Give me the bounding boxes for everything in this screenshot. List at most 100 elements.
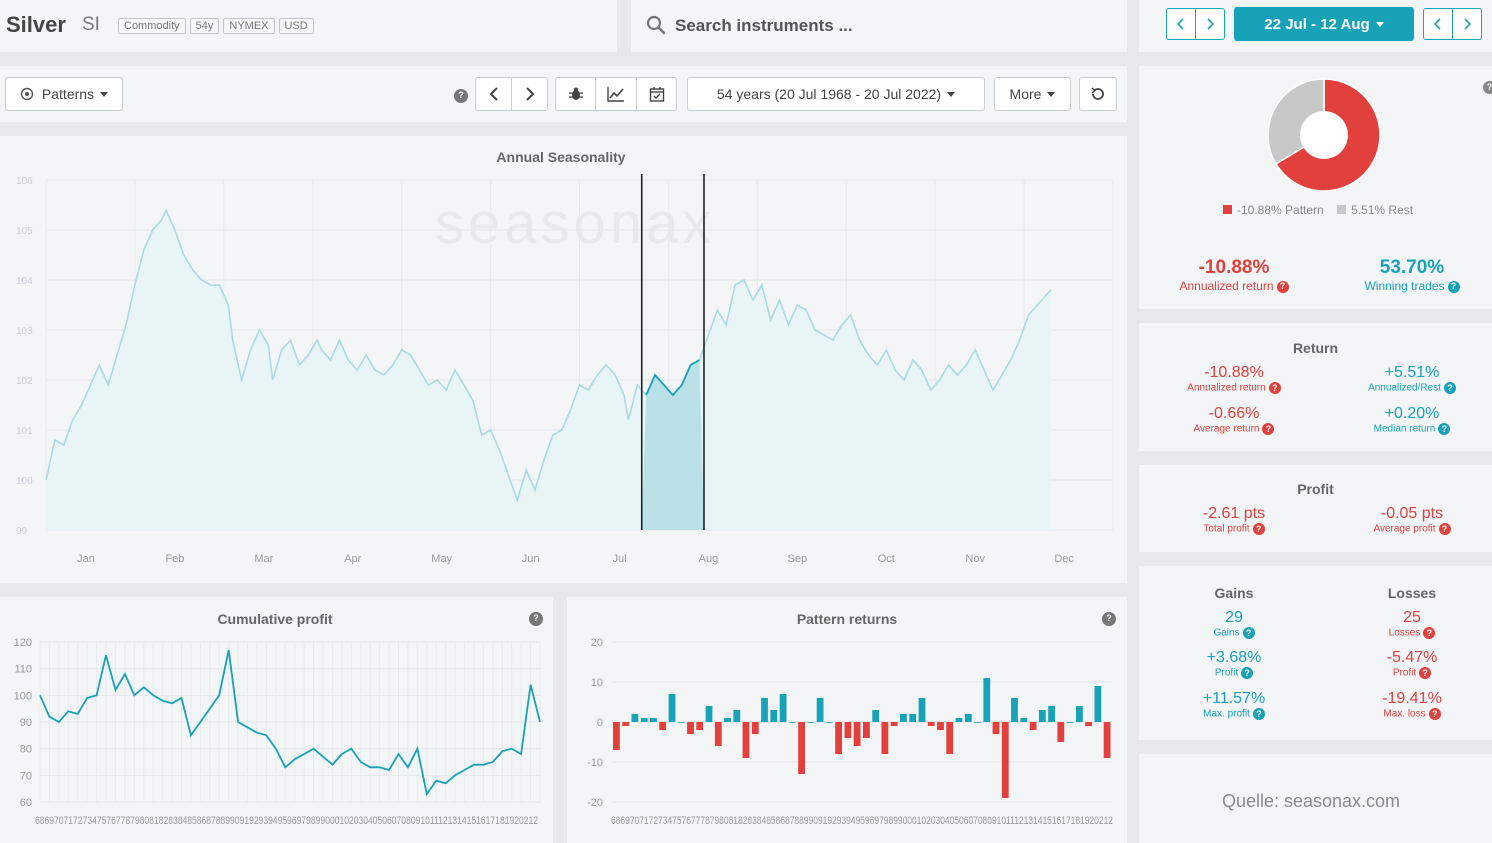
return-bar[interactable] [844, 722, 852, 738]
return-bar[interactable] [909, 714, 917, 722]
return-bar[interactable] [863, 722, 870, 738]
return-bar[interactable] [751, 722, 759, 734]
return-title: Return [1292, 340, 1339, 356]
losses-profit: -5.47% Profit [1337, 649, 1487, 679]
return-bar[interactable] [853, 722, 861, 746]
return-bar[interactable] [964, 714, 972, 722]
return-bar[interactable] [714, 722, 722, 746]
help-icon[interactable] [1268, 382, 1281, 394]
return-bar[interactable] [631, 714, 639, 722]
toolbar-help-icon[interactable] [451, 87, 468, 105]
help-icon[interactable] [1428, 708, 1441, 720]
return-bar[interactable] [1103, 722, 1111, 758]
return-bar[interactable] [761, 698, 768, 722]
cumulative-profit-chart[interactable]: 120 110 100 90 80 70 60 6869707172734757677879… [0, 597, 553, 843]
return-bar[interactable] [1085, 722, 1092, 726]
backtest-button[interactable] [555, 77, 596, 111]
pattern-donut-chart[interactable] [1139, 66, 1492, 206]
month-label: Aug [699, 553, 719, 565]
return-bar[interactable] [946, 722, 954, 754]
more-dropdown[interactable]: More [994, 77, 1071, 111]
return-bar[interactable] [974, 722, 981, 723]
return-bar[interactable] [733, 710, 741, 722]
return-bar[interactable] [677, 722, 685, 723]
return-bar[interactable] [992, 722, 1000, 734]
help-icon[interactable] [1438, 523, 1451, 535]
return-bar[interactable] [724, 718, 731, 722]
help-icon[interactable] [1443, 382, 1456, 394]
return-bar[interactable] [1048, 706, 1055, 722]
pattern-returns-help-icon[interactable] [1099, 610, 1116, 628]
return-bar[interactable] [1094, 686, 1102, 722]
return-bar[interactable] [696, 722, 704, 730]
help-icon[interactable] [1241, 667, 1254, 679]
return-bar[interactable] [1029, 722, 1037, 730]
return-bar[interactable] [613, 722, 620, 750]
return-bar[interactable] [779, 694, 787, 722]
return-bar[interactable] [1011, 698, 1018, 722]
return-bar[interactable] [807, 722, 815, 723]
return-bar[interactable] [937, 722, 944, 730]
help-icon[interactable] [1252, 523, 1265, 535]
next-pattern-button[interactable] [511, 77, 548, 111]
return-bar[interactable] [1038, 710, 1046, 722]
pattern-returns-chart[interactable]: 20 10 0 -10 -20 6869707172734757677787980818… [567, 597, 1127, 843]
return-bar[interactable] [918, 698, 926, 722]
next-period-button[interactable] [1195, 8, 1225, 40]
help-icon[interactable] [1276, 280, 1289, 293]
return-bar[interactable] [835, 722, 842, 754]
help-icon[interactable] [1242, 627, 1255, 639]
return-bar[interactable] [983, 678, 991, 722]
return-bar[interactable] [1057, 722, 1065, 742]
annual-seasonality-chart[interactable]: seasonax 106 105 104 103 102 101 100 99 Jan Feb M… [0, 136, 1127, 583]
help-icon[interactable] [1262, 423, 1275, 435]
search-bar[interactable]: Search instruments ... [631, 0, 1127, 52]
return-bar[interactable] [900, 714, 907, 722]
return-bar[interactable] [742, 722, 750, 758]
return-bar[interactable] [659, 722, 667, 730]
cumulative-help-icon[interactable] [526, 610, 543, 628]
return-bar[interactable] [872, 710, 880, 722]
help-icon[interactable] [1419, 667, 1432, 679]
return-bar[interactable] [668, 694, 676, 722]
prev-period-button[interactable] [1166, 8, 1196, 40]
patterns-dropdown[interactable]: Patterns [5, 77, 123, 111]
prev-pattern-button[interactable] [475, 77, 512, 111]
calendar-button[interactable] [636, 77, 677, 111]
reset-button[interactable] [1079, 77, 1117, 111]
return-bar[interactable] [1076, 706, 1083, 722]
period-dropdown[interactable]: 54 years (20 Jul 1968 - 20 Jul 2022) [687, 77, 985, 111]
return-bar[interactable] [770, 710, 778, 722]
help-icon[interactable] [1438, 423, 1451, 435]
return-bar[interactable] [890, 722, 898, 726]
y-tick-label: 110 [14, 664, 32, 676]
stat-value: -10.88% [1204, 364, 1264, 381]
date-range-dropdown[interactable]: 22 Jul - 12 Aug [1234, 7, 1414, 41]
return-bar[interactable] [1066, 722, 1074, 723]
return-bar[interactable] [788, 722, 796, 723]
return-bar[interactable] [640, 718, 648, 722]
return-bar[interactable] [1001, 722, 1009, 798]
chart-view-button[interactable] [595, 77, 637, 111]
y-tick-label: 103 [16, 326, 33, 337]
help-icon[interactable] [1447, 280, 1460, 293]
bug-icon [568, 87, 583, 100]
help-icon[interactable] [1252, 708, 1265, 720]
help-icon[interactable] [1423, 627, 1436, 639]
return-bar[interactable] [650, 718, 657, 722]
search-input[interactable]: Search instruments ... [675, 16, 853, 35]
prev-date-button[interactable] [1423, 8, 1453, 40]
return-bar[interactable] [881, 722, 889, 754]
return-bar[interactable] [1020, 718, 1028, 722]
return-bar[interactable] [826, 722, 833, 723]
annual-seasonality-panel: Annual Seasonality seasonax 106 105 104 103… [0, 136, 1127, 583]
return-bar[interactable] [705, 706, 713, 722]
return-bar[interactable] [622, 722, 630, 726]
return-bar[interactable] [927, 722, 935, 726]
return-bar[interactable] [955, 718, 963, 722]
return-bar[interactable] [798, 722, 805, 774]
summary-help-icon[interactable] [1480, 79, 1492, 97]
return-bar[interactable] [687, 722, 694, 734]
next-date-button[interactable] [1452, 8, 1482, 40]
return-bar[interactable] [816, 698, 824, 722]
